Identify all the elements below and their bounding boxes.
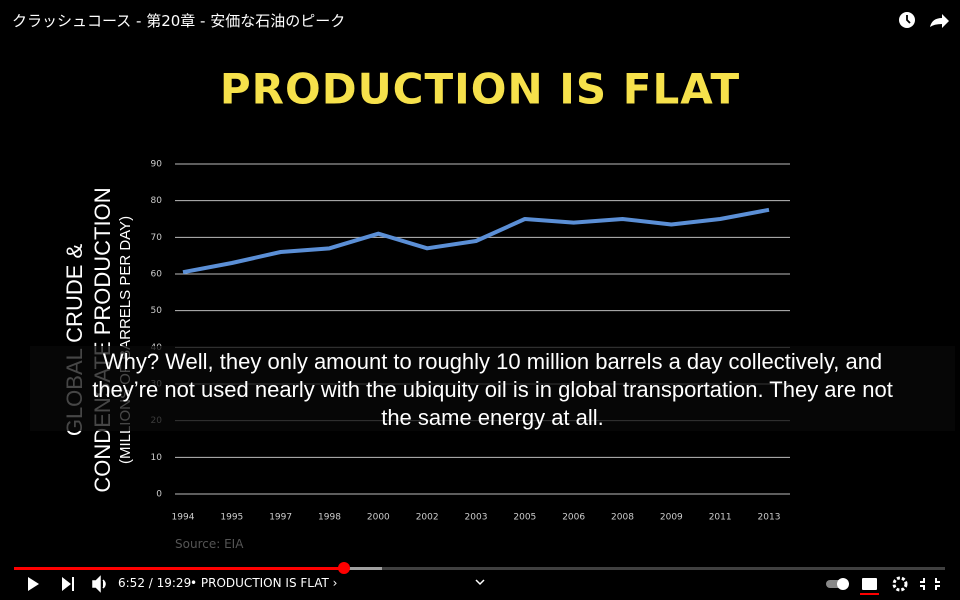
x-tick-label: 1994 bbox=[172, 513, 195, 523]
y-tick-label: 50 bbox=[151, 306, 163, 316]
x-tick-label: 2005 bbox=[513, 513, 536, 523]
time-display: 6:52 / 19:29 bbox=[118, 576, 192, 590]
x-tick-label: 2008 bbox=[611, 513, 634, 523]
y-tick-label: 70 bbox=[151, 233, 163, 243]
x-tick-label: 2011 bbox=[709, 513, 732, 523]
source-note: Source: EIA bbox=[175, 537, 244, 551]
x-tick-label: 1995 bbox=[220, 513, 243, 523]
chart-title: PRODUCTION IS FLAT bbox=[220, 65, 740, 114]
chapter-title[interactable]: • PRODUCTION IS FLAT › bbox=[190, 576, 338, 590]
y-tick-label: 10 bbox=[151, 453, 163, 463]
y-axis-label: CONDENSATE PRODUCTION bbox=[90, 187, 115, 492]
y-tick-label: 0 bbox=[156, 490, 162, 500]
caption-line: Why? Well, they only amount to roughly 1… bbox=[102, 349, 883, 374]
caption-line: they’re not used nearly with the ubiquit… bbox=[92, 377, 893, 402]
captions: Why? Well, they only amount to roughly 1… bbox=[30, 346, 955, 431]
video-title[interactable]: クラッシュコース - 第20章 - 安価な石油のピーク bbox=[12, 12, 346, 30]
y-tick-label: 60 bbox=[151, 270, 163, 280]
x-tick-label: 1998 bbox=[318, 513, 341, 523]
x-tick-label: 2003 bbox=[465, 513, 488, 523]
x-tick-label: 2000 bbox=[367, 513, 390, 523]
caption-line: the same energy at all. bbox=[381, 405, 604, 430]
x-tick-label: 2002 bbox=[416, 513, 439, 523]
data-line bbox=[182, 207, 770, 275]
x-tick-label: 2009 bbox=[660, 513, 683, 523]
x-tick-label: 2013 bbox=[758, 513, 781, 523]
x-tick-label: 1997 bbox=[269, 513, 292, 523]
y-tick-label: 90 bbox=[151, 160, 163, 170]
y-tick-label: 80 bbox=[151, 196, 163, 206]
x-tick-label: 2006 bbox=[562, 513, 585, 523]
